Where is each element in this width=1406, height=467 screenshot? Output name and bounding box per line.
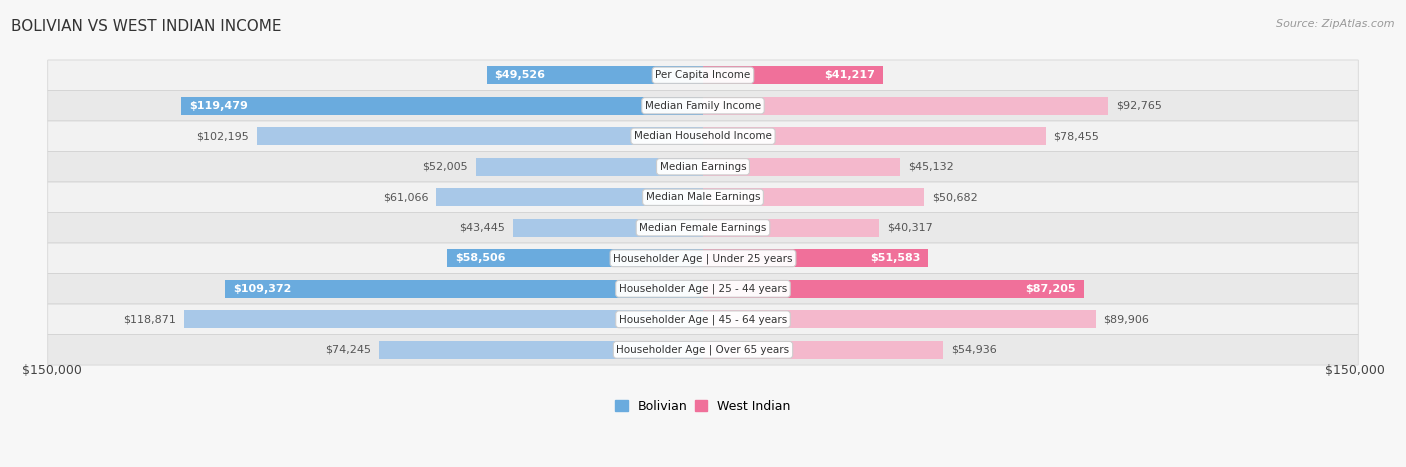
Bar [436, 188, 703, 206]
Text: $58,506: $58,506 [456, 253, 506, 263]
Bar [703, 280, 1084, 297]
Legend: Bolivian, West Indian: Bolivian, West Indian [610, 395, 796, 417]
Text: $102,195: $102,195 [195, 131, 249, 141]
Text: $78,455: $78,455 [1053, 131, 1099, 141]
Text: $92,765: $92,765 [1116, 101, 1161, 111]
FancyBboxPatch shape [48, 91, 1358, 121]
Text: $51,583: $51,583 [870, 253, 921, 263]
Bar [703, 341, 943, 359]
Bar [475, 158, 703, 176]
Bar [378, 341, 703, 359]
Text: Median Household Income: Median Household Income [634, 131, 772, 141]
Bar [486, 66, 703, 84]
FancyBboxPatch shape [48, 151, 1358, 182]
Text: $50,682: $50,682 [932, 192, 979, 202]
Bar [703, 66, 883, 84]
Text: Median Earnings: Median Earnings [659, 162, 747, 172]
Text: $118,871: $118,871 [122, 314, 176, 324]
Text: $89,906: $89,906 [1104, 314, 1150, 324]
Text: $40,317: $40,317 [887, 223, 932, 233]
Text: $150,000: $150,000 [1324, 364, 1385, 377]
FancyBboxPatch shape [48, 182, 1358, 212]
Bar [513, 219, 703, 237]
Text: $45,132: $45,132 [908, 162, 953, 172]
Text: Median Male Earnings: Median Male Earnings [645, 192, 761, 202]
FancyBboxPatch shape [48, 60, 1358, 91]
Text: $150,000: $150,000 [21, 364, 82, 377]
FancyBboxPatch shape [48, 304, 1358, 334]
Bar [703, 97, 1108, 114]
Text: Householder Age | 45 - 64 years: Householder Age | 45 - 64 years [619, 314, 787, 325]
Text: $74,245: $74,245 [325, 345, 371, 355]
Bar [256, 127, 703, 145]
Bar [703, 219, 879, 237]
FancyBboxPatch shape [48, 274, 1358, 304]
Text: Median Female Earnings: Median Female Earnings [640, 223, 766, 233]
Bar [181, 97, 703, 114]
Text: $109,372: $109,372 [233, 284, 291, 294]
Bar [703, 249, 928, 267]
Bar [703, 188, 924, 206]
Text: $41,217: $41,217 [824, 70, 875, 80]
Text: Householder Age | Under 25 years: Householder Age | Under 25 years [613, 253, 793, 263]
FancyBboxPatch shape [48, 334, 1358, 365]
Text: Householder Age | Over 65 years: Householder Age | Over 65 years [616, 345, 790, 355]
Text: $52,005: $52,005 [422, 162, 468, 172]
Text: Source: ZipAtlas.com: Source: ZipAtlas.com [1277, 19, 1395, 28]
Text: $54,936: $54,936 [950, 345, 997, 355]
Text: Per Capita Income: Per Capita Income [655, 70, 751, 80]
FancyBboxPatch shape [48, 121, 1358, 151]
Text: Householder Age | 25 - 44 years: Householder Age | 25 - 44 years [619, 283, 787, 294]
Bar [225, 280, 703, 297]
FancyBboxPatch shape [48, 243, 1358, 274]
Bar [703, 127, 1046, 145]
Bar [184, 311, 703, 328]
Text: $61,066: $61,066 [382, 192, 429, 202]
Bar [447, 249, 703, 267]
Bar [703, 311, 1095, 328]
FancyBboxPatch shape [48, 212, 1358, 243]
Bar [703, 158, 900, 176]
Text: Median Family Income: Median Family Income [645, 101, 761, 111]
Text: BOLIVIAN VS WEST INDIAN INCOME: BOLIVIAN VS WEST INDIAN INCOME [11, 19, 281, 34]
Text: $87,205: $87,205 [1025, 284, 1076, 294]
Text: $119,479: $119,479 [188, 101, 247, 111]
Text: $43,445: $43,445 [460, 223, 505, 233]
Text: $49,526: $49,526 [495, 70, 546, 80]
